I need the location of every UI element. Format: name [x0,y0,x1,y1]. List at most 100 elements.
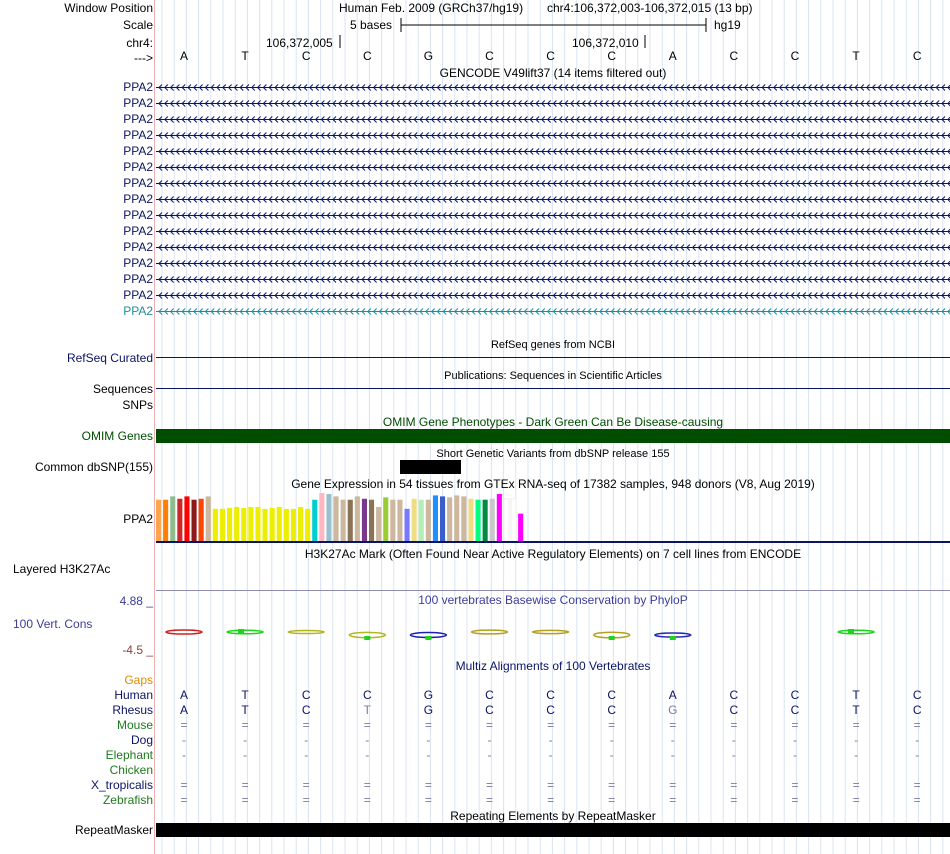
multiz-aligned-base: C [729,703,739,717]
publications-track-label[interactable]: Sequences [92,382,153,396]
multiz-aligned-base: - [854,733,859,747]
multiz-aligned-base: C [301,688,311,702]
multiz-aligned-base: = [608,718,616,732]
gtex-tissue-bar [468,498,474,541]
multiz-aligned-base: = [241,793,249,807]
multiz-species-label[interactable]: Dog [130,733,153,747]
strand-label[interactable]: ---> [134,51,153,65]
multiz-aligned-base: G [423,688,434,702]
multiz-aligned-base: - [915,748,920,762]
multiz-aligned-base: G [668,703,678,717]
multiz-aligned-base: = [730,778,738,792]
multiz-aligned-base: - [365,748,370,762]
refseq-track-label[interactable]: RefSeq Curated [66,351,153,365]
snps-label: SNPs [122,398,153,412]
multiz-aligned-base: - [854,748,859,762]
gtex-tissue-bar [489,498,495,541]
gencode-item-label[interactable]: PPA2 [123,256,153,270]
sequence-base: C [362,49,372,63]
gtex-tissue-bar [510,498,517,542]
multiz-aligned-base: = [608,793,616,807]
multiz-species-label[interactable]: Elephant [105,748,153,762]
multiz-aligned-base: C [546,688,555,702]
multiz-aligned-base: = [608,778,616,792]
multiz-aligned-base: = [302,778,310,792]
multiz-aligned-base: = [669,778,677,792]
gtex-tissue-bar [376,506,382,541]
gtex-track-label[interactable]: PPA2 [123,512,153,526]
gtex-tissue-bar [248,506,254,541]
omim-track-label[interactable]: OMIM Genes [81,429,153,443]
gtex-tissue-bar [255,506,261,541]
multiz-aligned-base: = [485,718,493,732]
gencode-item-label[interactable]: PPA2 [123,128,153,142]
multiz-aligned-base: A [179,703,188,717]
multiz-aligned-base: = [424,718,432,732]
multiz-species-label[interactable]: Chicken [109,763,153,777]
multiz-aligned-base: G [423,703,434,717]
sequence-base: T [852,49,860,63]
multiz-aligned-base: = [913,718,921,732]
multiz-aligned-base: C [485,688,494,702]
multiz-aligned-base: - [182,733,186,747]
gtex-tissue-bar [503,498,510,542]
gencode-item-label[interactable]: PPA2 [123,80,153,94]
omim-track-title: OMIM Gene Phenotypes - Dark Green Can Be… [382,415,724,429]
gencode-item-label[interactable]: PPA2 [123,144,153,158]
multiz-track-title: Multiz Alignments of 100 Vertebrates [455,659,651,673]
phylop-base-marker [238,629,244,633]
strand-arrows [158,244,950,251]
h3k27ac-track-title: H3K27Ac Mark (Often Found Near Active Re… [304,547,802,561]
gencode-item-label[interactable]: PPA2 [123,208,153,222]
multiz-aligned-base: - [487,748,492,762]
multiz-aligned-base: = [363,718,371,732]
phylop-min-label: -4.5 _ [122,643,153,657]
phylop-track-label[interactable]: 100 Vert. Cons [13,617,93,631]
multiz-aligned-base: = [547,793,555,807]
coordinate-tick-label: 106,372,010 [572,36,639,50]
multiz-aligned-base: = [485,778,493,792]
gtex-tissue-bar [418,499,424,541]
gencode-item-label[interactable]: PPA2 [123,96,153,110]
gencode-item-label[interactable]: PPA2 [123,224,153,238]
multiz-species-label[interactable]: Zebrafish [102,793,153,807]
multiz-aligned-base: - [304,748,309,762]
multiz-aligned-base: = [913,778,921,792]
multiz-species-label[interactable]: X_tropicalis [90,778,153,792]
sequence-base: C [301,49,311,63]
multiz-aligned-base: T [241,703,249,717]
gencode-item-label[interactable]: PPA2 [123,240,153,254]
gtex-track-title: Gene Expression in 54 tissues from GTEx … [291,477,815,491]
multiz-aligned-base: = [791,718,799,732]
gtex-tissue-bar [219,508,225,541]
multiz-aligned-base: T [241,688,249,702]
gencode-track-title: GENCODE V49lift37 (14 items filtered out… [439,66,667,80]
multiz-species-label[interactable]: Human [114,688,153,702]
multiz-species-label[interactable]: Mouse [116,718,153,732]
gencode-item-label[interactable]: PPA2 [123,176,153,190]
multiz-aligned-base: - [243,733,248,747]
gencode-item-label[interactable]: PPA2 [123,112,153,126]
strand-arrows [158,196,950,203]
dbsnp-track-label[interactable]: Common dbSNP(155) [34,460,153,474]
repeatmasker-track-label[interactable]: RepeatMasker [74,823,153,837]
gtex-tissue-bar [276,506,282,541]
multiz-aligned-base: = [363,778,371,792]
gencode-item-label[interactable]: PPA2 [123,304,153,318]
h3k27ac-track-label[interactable]: Layered H3K27Ac [13,562,111,576]
gtex-tissue-bar [241,507,247,541]
sequence-base: G [423,49,434,63]
gtex-tissue-bar [156,499,162,541]
gencode-item-label[interactable]: PPA2 [123,160,153,174]
gencode-item-label[interactable]: PPA2 [123,192,153,206]
gtex-tissue-bar [283,508,289,541]
multiz-species-label[interactable]: Rhesus [112,703,153,717]
strand-arrows [158,164,950,171]
gencode-item-label[interactable]: PPA2 [123,288,153,302]
gtex-tissue-bar [454,495,460,541]
gencode-item-label[interactable]: PPA2 [123,272,153,286]
phylop-base-glyph [531,629,570,635]
multiz-aligned-base: - [670,748,675,762]
position-readout: chr4:106,372,003-106,372,015 (13 bp) [547,1,753,15]
